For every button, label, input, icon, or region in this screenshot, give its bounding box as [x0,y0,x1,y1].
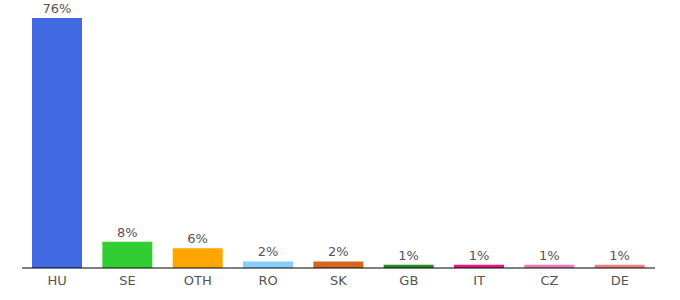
svg-text:6%: 6% [187,231,208,246]
svg-text:GB: GB [399,273,418,288]
svg-text:76%: 76% [43,1,72,16]
svg-text:DE: DE [611,273,629,288]
svg-text:1%: 1% [469,248,490,263]
svg-text:OTH: OTH [184,273,212,288]
svg-text:RO: RO [259,273,278,288]
svg-text:2%: 2% [258,244,279,259]
svg-text:CZ: CZ [541,273,559,288]
svg-text:2%: 2% [328,244,349,259]
svg-text:1%: 1% [398,248,419,263]
svg-text:8%: 8% [117,225,138,240]
svg-text:SK: SK [330,273,347,288]
svg-text:1%: 1% [609,248,630,263]
svg-text:1%: 1% [539,248,560,263]
svg-text:HU: HU [48,273,67,288]
svg-text:IT: IT [473,273,485,288]
svg-text:SE: SE [119,273,135,288]
